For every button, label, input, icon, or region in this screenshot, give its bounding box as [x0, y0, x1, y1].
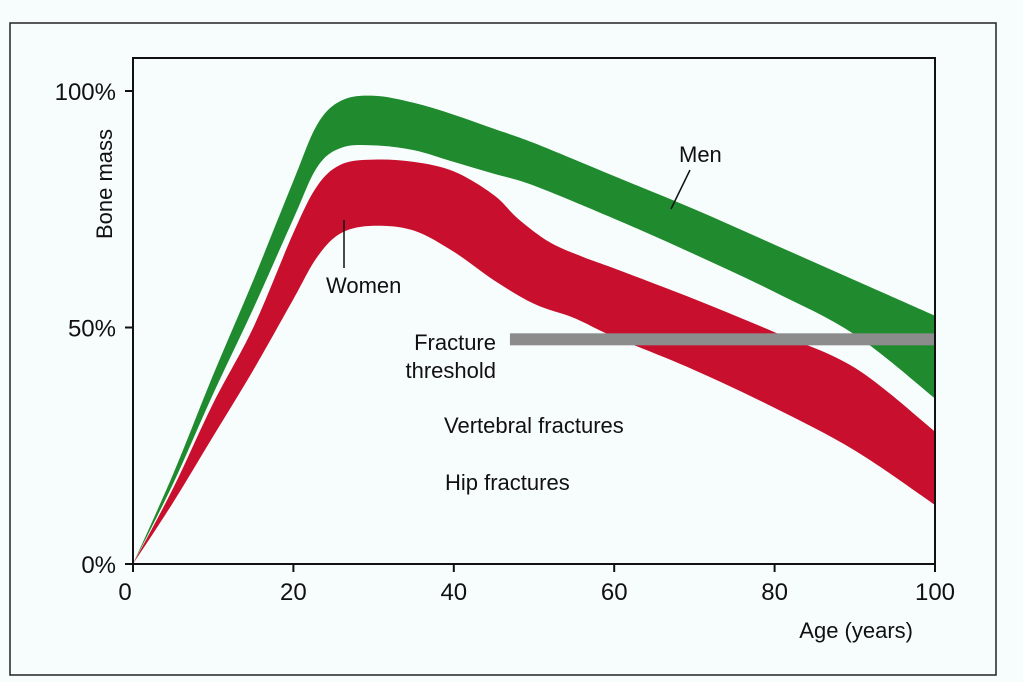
- fracture-threshold-label-line2: threshold: [405, 358, 496, 383]
- x-tick-label-100: 100: [915, 579, 955, 606]
- x-tick-label-60: 60: [601, 579, 628, 606]
- ticks-layer: 0 20 40 60 80 100 0% 50% 100%: [55, 79, 955, 606]
- y-tick-label-0: 0%: [81, 552, 116, 579]
- band-women: [133, 159, 935, 565]
- x-tick-label-0: 0: [118, 579, 131, 606]
- plot-frame: [132, 57, 936, 565]
- fracture-threshold-bar: [509, 333, 935, 346]
- y-tick-label-50: 50%: [68, 316, 116, 343]
- x-tick-label-20: 20: [280, 579, 307, 606]
- vertebral-fractures-label: Vertebral fractures: [444, 413, 624, 438]
- fracture-threshold-label-line1: Fracture: [414, 330, 496, 355]
- x-tick-label-80: 80: [761, 579, 788, 606]
- y-axis-label: Bone mass: [92, 129, 117, 239]
- men-pointer: [670, 169, 691, 210]
- men-label: Men: [679, 142, 722, 167]
- x-tick-label-40: 40: [440, 579, 467, 606]
- outer-frame: [9, 22, 997, 676]
- x-axis-label: Age (years): [799, 618, 913, 643]
- hip-fractures-label: Hip fractures: [445, 470, 570, 495]
- y-tick-label-100: 100%: [55, 79, 116, 106]
- women-label: Women: [326, 273, 401, 298]
- areas-layer: [133, 95, 935, 565]
